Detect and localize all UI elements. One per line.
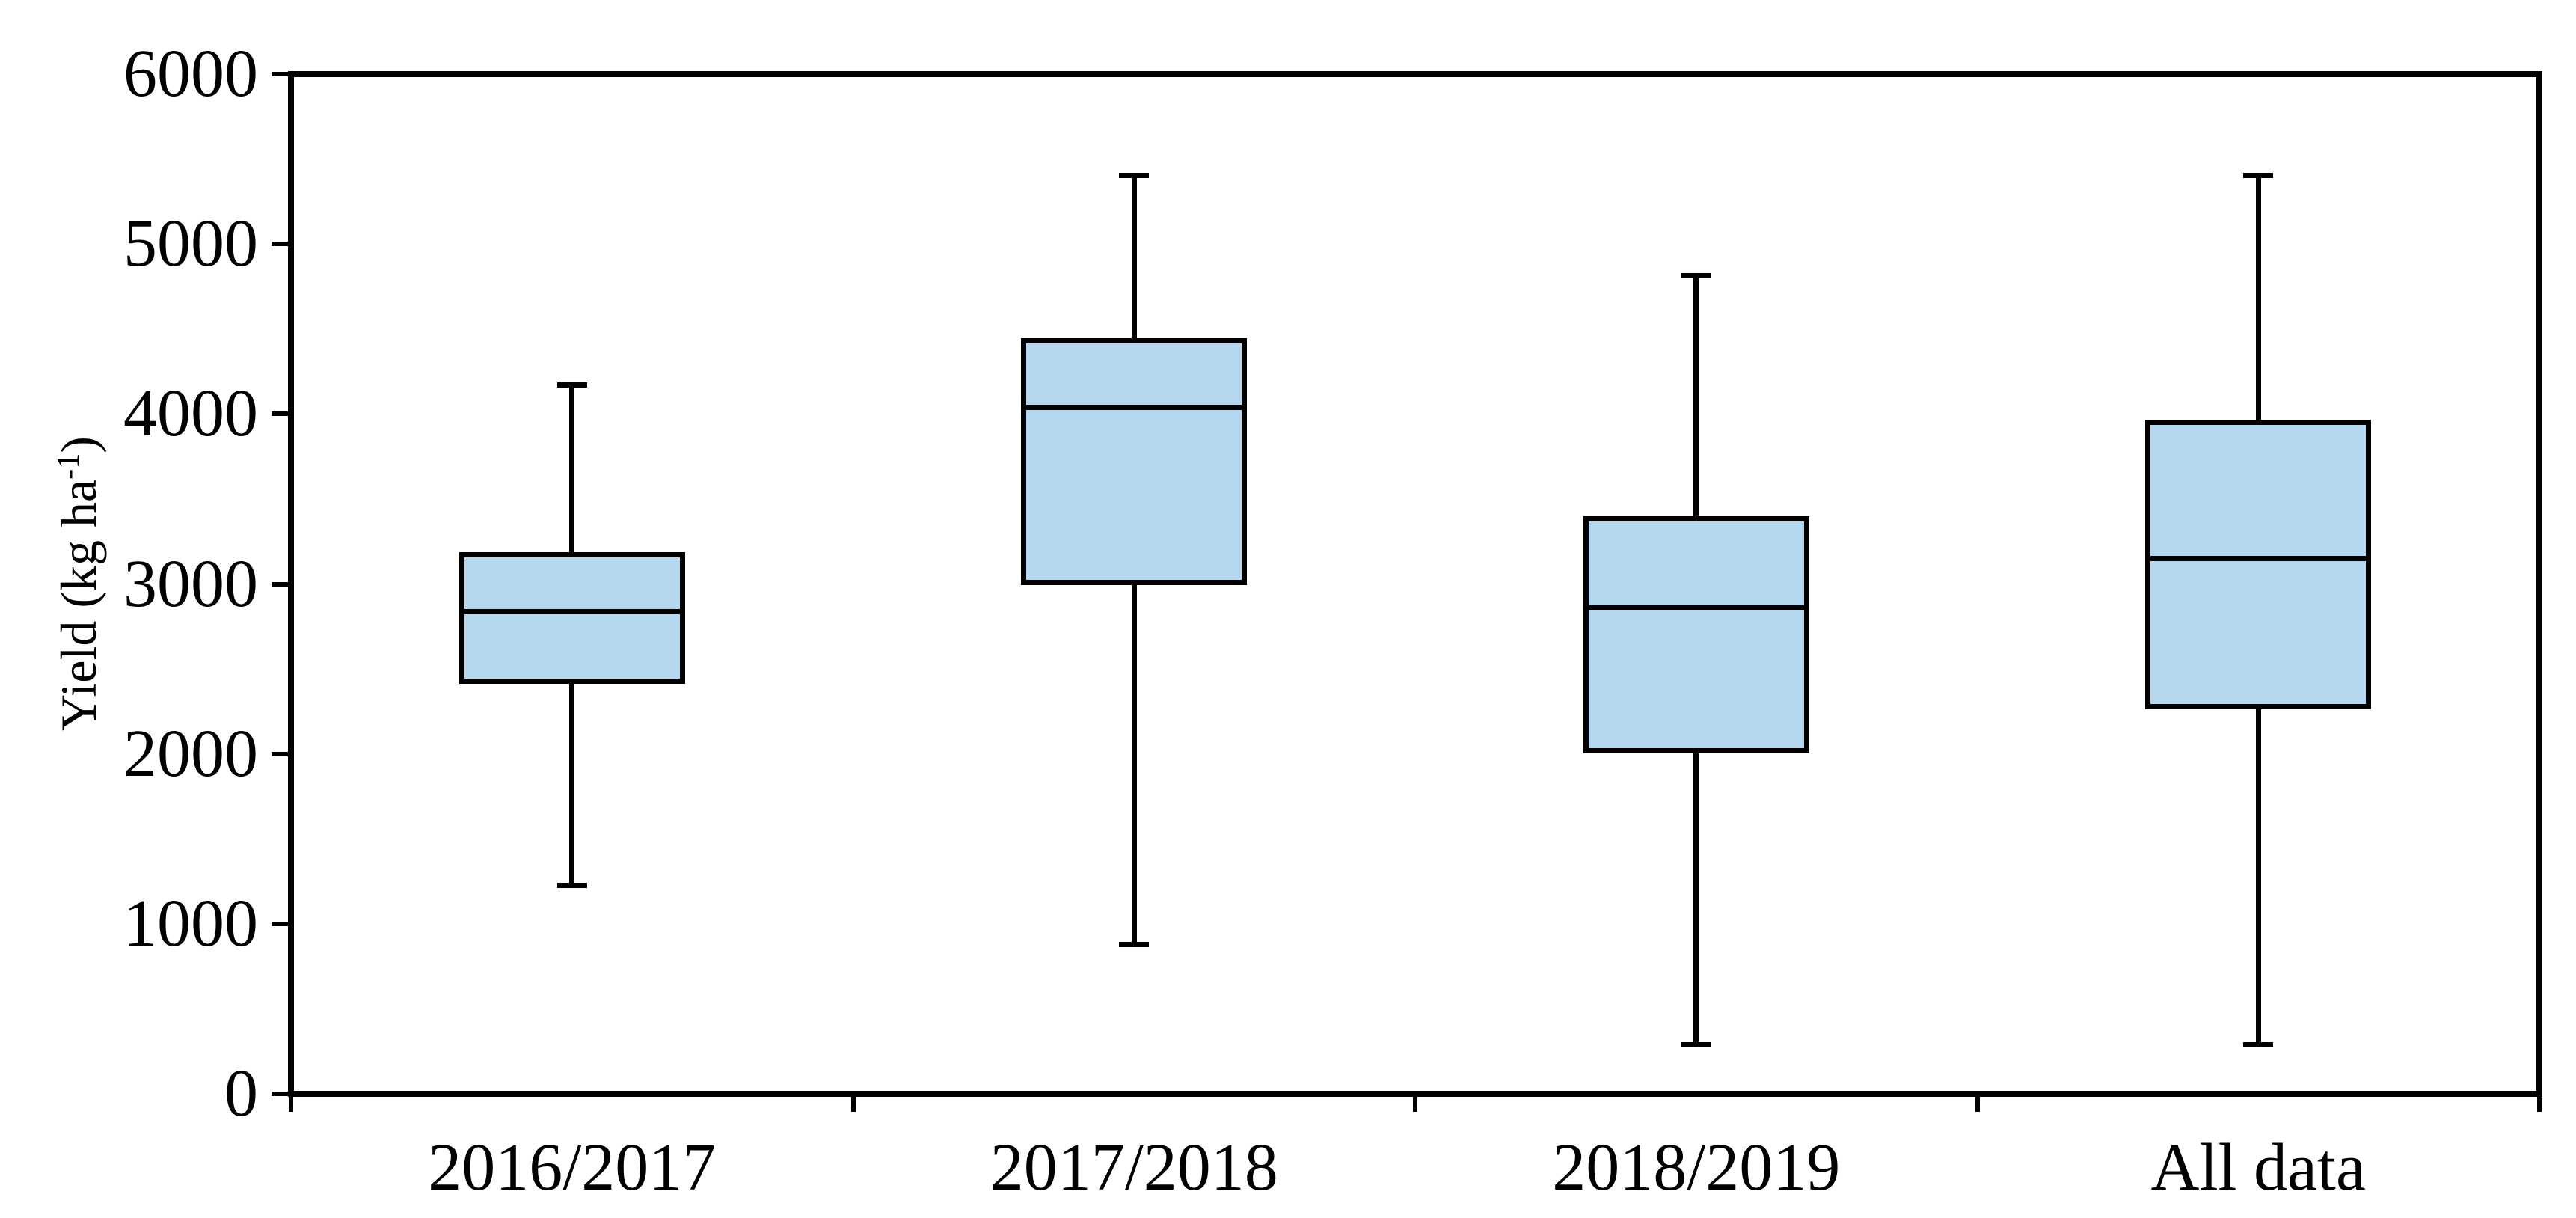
y-axis-tick	[272, 921, 291, 926]
y-axis-tick-label: 4000	[123, 376, 258, 451]
iqr-box	[1021, 337, 1248, 586]
x-axis-category-label: All data	[2150, 1130, 2366, 1205]
x-axis-tick	[1413, 1091, 1417, 1112]
median-line	[1583, 605, 1809, 611]
y-axis-tick-label: 5000	[123, 206, 258, 281]
lower-whisker-line	[569, 678, 575, 885]
x-axis-category-label: 2016/2017	[428, 1130, 717, 1205]
upper-whisker-line	[1131, 176, 1137, 343]
upper-whisker-cap	[1119, 173, 1150, 179]
y-axis-tick	[272, 242, 291, 247]
upper-whisker-cap	[1681, 273, 1711, 279]
lower-whisker-cap	[1119, 942, 1150, 948]
x-axis-tick	[289, 1091, 293, 1112]
lower-whisker-line	[2255, 704, 2261, 1045]
y-axis-tick	[272, 411, 291, 417]
x-axis-tick	[1975, 1091, 1980, 1112]
y-axis-tick	[272, 581, 291, 587]
upper-whisker-line	[1693, 276, 1699, 522]
lower-whisker-cap	[1681, 1042, 1711, 1048]
y-axis-tick	[272, 1092, 291, 1096]
y-axis-tick-label: 0	[224, 1056, 258, 1130]
x-axis-category-label: 2017/2018	[990, 1130, 1278, 1205]
median-line	[459, 608, 685, 614]
upper-whisker-cap	[556, 382, 587, 388]
median-line	[1021, 405, 1248, 411]
y-axis-tick-label: 3000	[123, 546, 258, 621]
y-axis-tick-label: 2000	[123, 716, 258, 791]
median-line	[2145, 556, 2372, 562]
lower-whisker-line	[1131, 580, 1137, 945]
iqr-box	[459, 551, 685, 684]
x-axis-category-label: 2018/2019	[1552, 1130, 1841, 1205]
y-axis-tick-label: 1000	[123, 886, 258, 961]
lower-whisker-cap	[2243, 1042, 2274, 1048]
y-axis-tick	[272, 72, 291, 76]
x-axis-tick	[850, 1091, 856, 1112]
y-axis-title-superscript: -1	[51, 453, 86, 480]
iqr-box	[2145, 419, 2372, 710]
upper-whisker-cap	[2243, 173, 2274, 179]
upper-whisker-line	[2255, 176, 2261, 425]
y-axis-tick	[272, 751, 291, 756]
y-axis-tick-label: 6000	[123, 37, 258, 111]
upper-whisker-line	[569, 385, 575, 557]
lower-whisker-cap	[556, 882, 587, 888]
x-axis-tick	[2537, 1091, 2542, 1112]
lower-whisker-line	[1693, 748, 1699, 1045]
iqr-box	[1583, 516, 1809, 754]
